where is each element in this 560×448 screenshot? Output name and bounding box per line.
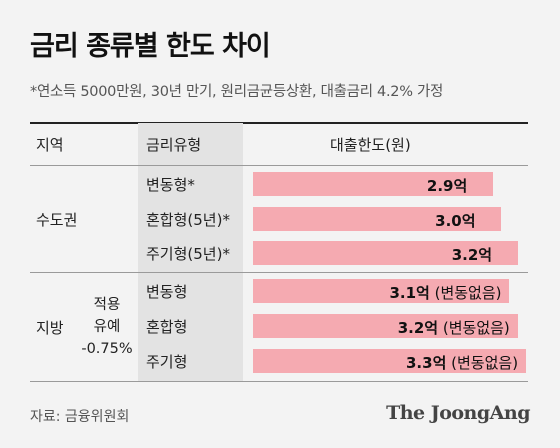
row-label: 혼합형 bbox=[146, 318, 188, 336]
row-label: 변동형* bbox=[146, 176, 195, 194]
table-top-rule bbox=[30, 122, 528, 124]
bar bbox=[253, 172, 493, 196]
region-capital: 수도권 bbox=[36, 211, 78, 229]
header-region: 지역 bbox=[36, 136, 64, 154]
header-rate-type-cell bbox=[138, 123, 243, 165]
region-local: 지방 bbox=[36, 319, 64, 337]
data-label: 3.3억 (변동없음) bbox=[406, 354, 519, 372]
source-note: 자료: 금융위원회 bbox=[30, 409, 130, 425]
bar bbox=[253, 241, 518, 265]
bar bbox=[253, 314, 518, 338]
bar bbox=[253, 279, 510, 303]
local-label-column bbox=[138, 273, 243, 381]
header-limit: 대출한도(원) bbox=[330, 136, 411, 154]
data-label: 3.2억 (변동없음) bbox=[397, 319, 510, 337]
group-divider-rule bbox=[30, 272, 528, 273]
local-note-line1: 적용 bbox=[93, 297, 121, 313]
local-note-line2: 유예 bbox=[93, 319, 121, 335]
local-note-line3: -0.75% bbox=[81, 341, 133, 357]
local-grace-note: 적용 유예 -0.75% bbox=[70, 294, 144, 360]
header-rate-type: 금리유형 bbox=[146, 136, 202, 154]
chart-title: 금리 종류별 한도 차이 bbox=[30, 31, 271, 62]
row-label: 주기형 bbox=[146, 353, 188, 371]
table-bottom-rule bbox=[30, 381, 528, 382]
data-label: 3.1억 (변동없음) bbox=[389, 284, 502, 302]
publisher-logo: The JoongAng bbox=[386, 402, 530, 424]
capital-label-column bbox=[138, 166, 243, 272]
data-label: 3.0억 bbox=[435, 212, 476, 230]
data-label: 2.9억 bbox=[426, 177, 468, 195]
row-label: 변동형 bbox=[146, 283, 188, 301]
bar bbox=[253, 349, 526, 373]
row-label: 주기형(5년)* bbox=[146, 245, 230, 263]
chart-subtitle: *연소득 5000만원, 30년 만기, 원리금균등상환, 대출금리 4.2% … bbox=[30, 84, 444, 100]
row-label: 혼합형(5년)* bbox=[146, 211, 230, 229]
data-label: 3.2억 bbox=[451, 246, 493, 264]
header-bottom-rule bbox=[30, 165, 528, 166]
bar bbox=[253, 207, 502, 231]
